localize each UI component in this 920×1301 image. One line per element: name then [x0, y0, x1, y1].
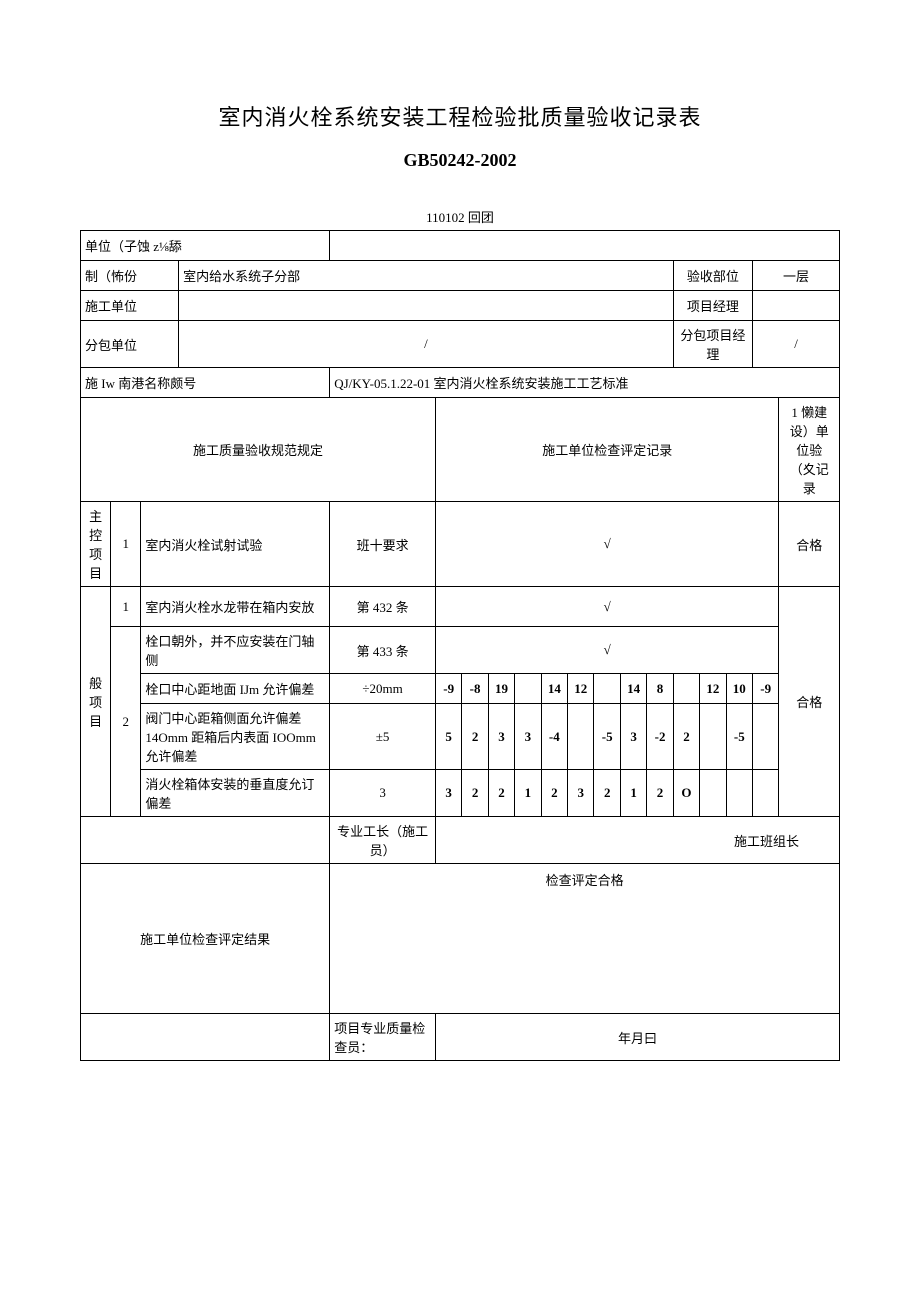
- g2-idx: 2: [111, 627, 141, 817]
- d: 3: [435, 770, 461, 817]
- d: [515, 674, 541, 704]
- g2a-basis: 第 433 条: [330, 627, 436, 674]
- g2a-item: 栓口朝外，并不应安装在门轴侧: [141, 627, 330, 674]
- d: [673, 674, 699, 704]
- h-acc-label: 验收部位: [673, 261, 752, 291]
- blank: [81, 817, 330, 864]
- date-label: 年月曰: [435, 1014, 839, 1061]
- d: 2: [462, 704, 488, 770]
- d: [700, 704, 726, 770]
- h-con-label: 施工单位: [81, 291, 179, 321]
- h-std-label: 施 Iw 南港名称颇号: [81, 368, 330, 398]
- h-spm-val: /: [753, 321, 840, 368]
- g1-check: √: [435, 587, 778, 627]
- g2d-item: 消火栓箱体安装的垂直度允订偏差: [141, 770, 330, 817]
- g2d-basis: 3: [330, 770, 436, 817]
- d: -8: [462, 674, 488, 704]
- d: 8: [647, 674, 673, 704]
- d: -9: [753, 674, 779, 704]
- d: 2: [673, 704, 699, 770]
- g1-item: 室内消火栓水龙带在箱内安放: [141, 587, 330, 627]
- h-pm-label: 项目经理: [673, 291, 752, 321]
- d: 14: [541, 674, 567, 704]
- d: -5: [726, 704, 752, 770]
- h-subcon-val: /: [179, 321, 674, 368]
- team-label: 施工班组长: [435, 817, 839, 864]
- d: 3: [515, 704, 541, 770]
- g2b-item: 栓口中心距地面 IJm 允许偏差: [141, 674, 330, 704]
- d: 19: [488, 674, 514, 704]
- g2a-check: √: [435, 627, 778, 674]
- d: 2: [541, 770, 567, 817]
- g-result: 合格: [779, 587, 840, 817]
- h-subcon-label: 分包单位: [81, 321, 179, 368]
- m-item: 室内消火栓试射试验: [141, 502, 330, 587]
- doc-spec: GB50242-2002: [80, 150, 840, 171]
- unit-result-val: 检查评定合格: [330, 864, 840, 894]
- h-sub-val: 室内给水系统子分部: [179, 261, 674, 291]
- d: [726, 770, 752, 817]
- m-basis: 班十要求: [330, 502, 436, 587]
- d: O: [673, 770, 699, 817]
- h-std-val: QJ/KY-05.1.22-01 室内消火栓系统安装施工工艺标准: [330, 368, 840, 398]
- m-result: 合格: [779, 502, 840, 587]
- d: 3: [488, 704, 514, 770]
- d: 1: [620, 770, 646, 817]
- d: 1: [515, 770, 541, 817]
- d: [568, 704, 594, 770]
- d: 2: [488, 770, 514, 817]
- unit-result-label: 施工单位检查评定结果: [81, 864, 330, 1014]
- g1-basis: 第 432 条: [330, 587, 436, 627]
- record-table: 单位（子蚀 z⅛舔 制（怖份 室内给水系统子分部 验收部位 一层 施工单位 项目…: [80, 230, 840, 1061]
- d: -9: [435, 674, 461, 704]
- d: [753, 704, 779, 770]
- g2c-basis: ±5: [330, 704, 436, 770]
- g1-idx: 1: [111, 587, 141, 627]
- d: 3: [620, 704, 646, 770]
- d: -4: [541, 704, 567, 770]
- m-idx: 1: [111, 502, 141, 587]
- d: [753, 770, 779, 817]
- doc-code: 110102 回团: [80, 207, 840, 226]
- inspector-label: 项目专业质量检查员：: [330, 1014, 436, 1061]
- m-check: √: [435, 502, 778, 587]
- h-con-val: [179, 291, 674, 321]
- h-unit-label: 单位（子蚀 z⅛舔: [81, 231, 330, 261]
- h-spm-label: 分包项目经理: [673, 321, 752, 368]
- blank2: [81, 1014, 330, 1061]
- d: 12: [700, 674, 726, 704]
- d: [594, 674, 620, 704]
- d: 5: [435, 704, 461, 770]
- foreman-label: 专业工长（施工员）: [330, 817, 436, 864]
- h-acc-val: 一层: [753, 261, 840, 291]
- d: [700, 770, 726, 817]
- master-group: 主控项目: [81, 502, 111, 587]
- d: 14: [620, 674, 646, 704]
- sh-check: 施工单位检查评定记录: [435, 398, 778, 502]
- d: -5: [594, 704, 620, 770]
- doc-title: 室内消火栓系统安装工程检验批质量验收记录表: [80, 100, 840, 132]
- d: 2: [594, 770, 620, 817]
- d: 2: [647, 770, 673, 817]
- h-pm-val: [753, 291, 840, 321]
- d: 3: [568, 770, 594, 817]
- d: 12: [568, 674, 594, 704]
- g2c-item: 阀门中心距箱侧面允许偏差 14Omm 距箱后内表面 IOOmm 允许偏差: [141, 704, 330, 770]
- h-unit-val: [330, 231, 840, 261]
- d: -2: [647, 704, 673, 770]
- sh-spec: 施工质量验收规范规定: [81, 398, 436, 502]
- d: 2: [462, 770, 488, 817]
- d: 10: [726, 674, 752, 704]
- sh-owner: 1 懒建设）单位验（夊记录: [779, 398, 840, 502]
- general-group: 般项目: [81, 587, 111, 817]
- g2b-basis: ÷20mm: [330, 674, 436, 704]
- h-sub-label: 制（怖份: [81, 261, 179, 291]
